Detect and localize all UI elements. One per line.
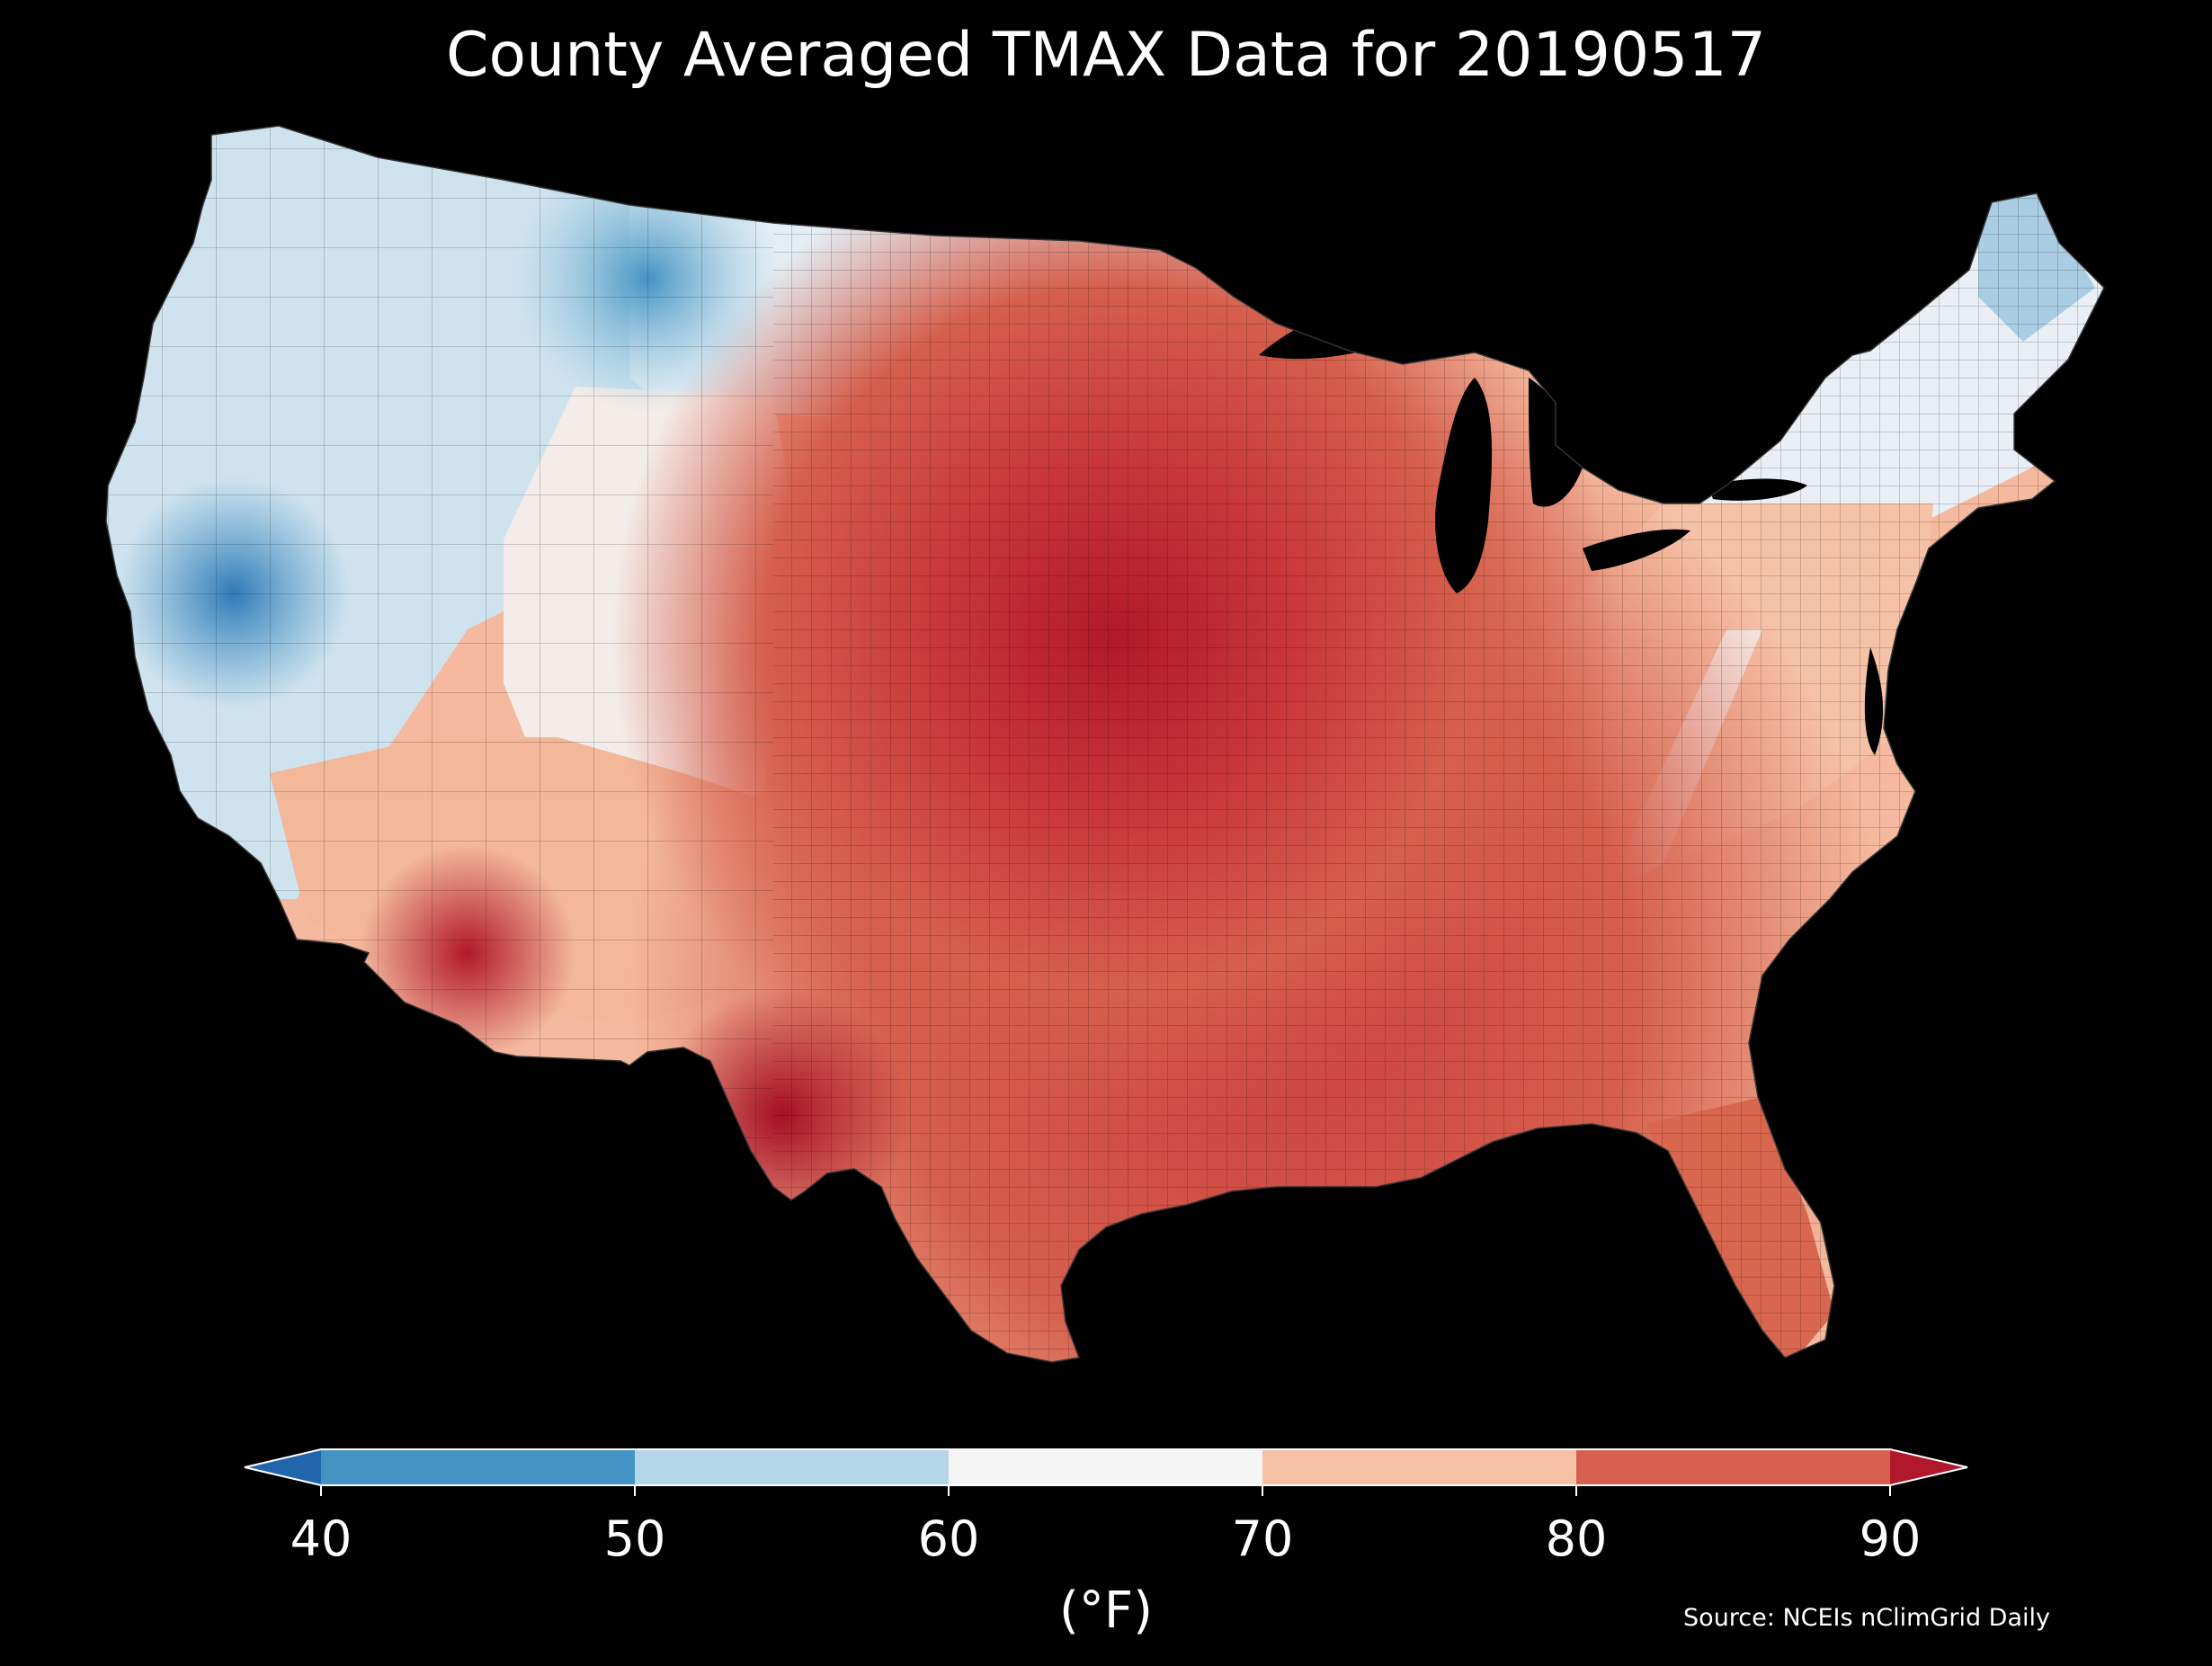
lake-michigan bbox=[1435, 378, 1493, 593]
source-credit: Source: NCEIs nClimGrid Daily bbox=[1683, 1604, 2050, 1632]
colorbar-unit-label: (°F) bbox=[1059, 1581, 1153, 1640]
colorbar-tick-label-60: 60 bbox=[917, 1510, 980, 1567]
chesapeake-bay bbox=[1864, 647, 1884, 755]
colorbar-bin-80-90 bbox=[1576, 1449, 1890, 1485]
lake-erie bbox=[1583, 529, 1690, 571]
colorbar-extend-high bbox=[1890, 1449, 1967, 1485]
colorbar-bin-70-80 bbox=[1262, 1449, 1576, 1485]
colorbar-tick-label-40: 40 bbox=[290, 1510, 352, 1567]
great-lakes bbox=[1259, 287, 1884, 755]
colorbar-tick-label-90: 90 bbox=[1859, 1510, 1922, 1567]
colorbar-extend-low bbox=[245, 1449, 321, 1485]
colorbar-bin-60-70 bbox=[949, 1449, 1262, 1485]
lake-ontario bbox=[1708, 478, 1807, 501]
lake-superior bbox=[1259, 287, 1529, 360]
colorbar-bin-50-60 bbox=[635, 1449, 949, 1485]
colorbar-tick-label-80: 80 bbox=[1545, 1510, 1608, 1567]
colorbar-tick-label-70: 70 bbox=[1231, 1510, 1294, 1567]
colorbar-tick-label-50: 50 bbox=[603, 1510, 666, 1567]
map-title: County Averaged TMAX Data for 20190517 bbox=[446, 20, 1766, 91]
colorbar-bin-40-50 bbox=[321, 1449, 635, 1485]
